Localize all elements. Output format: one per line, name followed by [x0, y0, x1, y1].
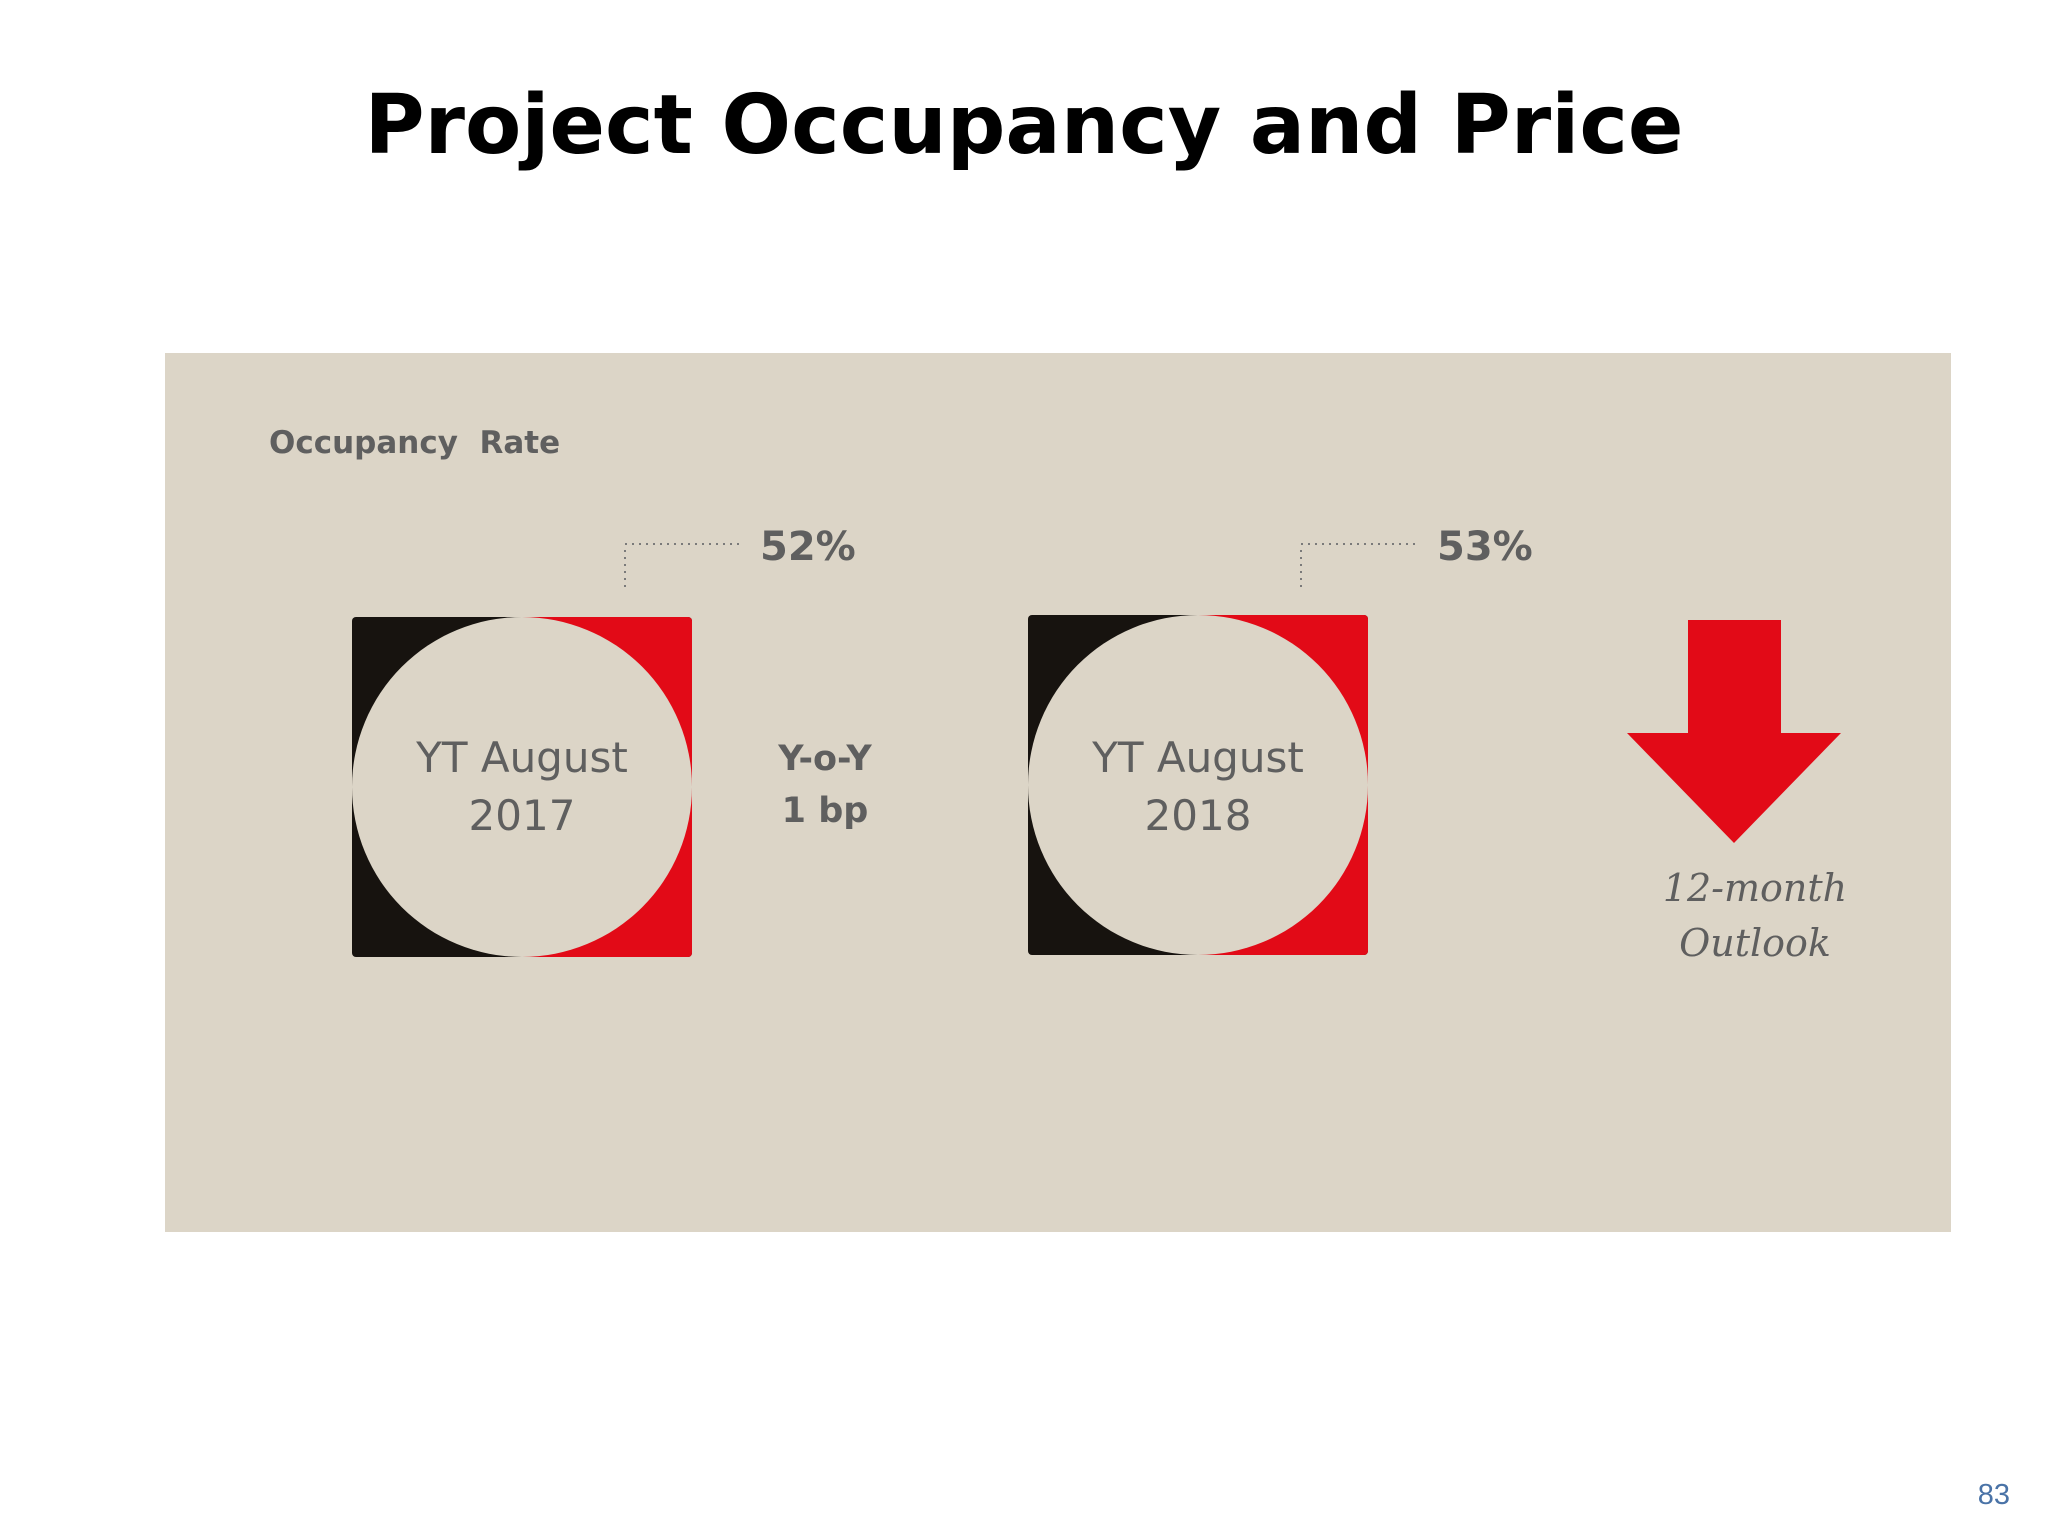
block-circle [1028, 615, 1368, 955]
period-label-year: 2018 [1144, 791, 1252, 840]
page-title: Project Occupancy and Price [364, 78, 1684, 173]
yoy-value: 1 bp [781, 791, 869, 831]
occupancy-panel: Occupancy Rate 52% 53% YT August 2017 YT… [165, 353, 1951, 1232]
section-label: Occupancy Rate [269, 425, 561, 461]
period-label-line: YT August [1092, 733, 1304, 782]
outlook-line-2: Outlook [1679, 921, 1831, 965]
occupancy-block-2017 [352, 617, 692, 957]
down-arrow-icon [1627, 620, 1841, 843]
occupancy-block-2018 [1028, 615, 1368, 955]
occupancy-value-2017: 52% [760, 524, 856, 570]
occupancy-value-2018: 53% [1437, 524, 1533, 570]
yoy-label: Y-o-Y [778, 739, 872, 779]
page-number: 83 [1977, 1479, 2010, 1511]
outlook-label: 12-month Outlook [1615, 861, 1895, 971]
outlook-line-1: 12-month [1662, 866, 1848, 910]
period-label-year: 2017 [468, 791, 576, 840]
block-circle [352, 617, 692, 957]
yoy-change: Y-o-Y 1 bp [755, 733, 895, 837]
period-label-2017: YT August 2017 [352, 729, 692, 845]
occupancy-graphic [165, 353, 1951, 1232]
period-label-2018: YT August 2018 [1028, 729, 1368, 845]
period-label-line: YT August [416, 733, 628, 782]
